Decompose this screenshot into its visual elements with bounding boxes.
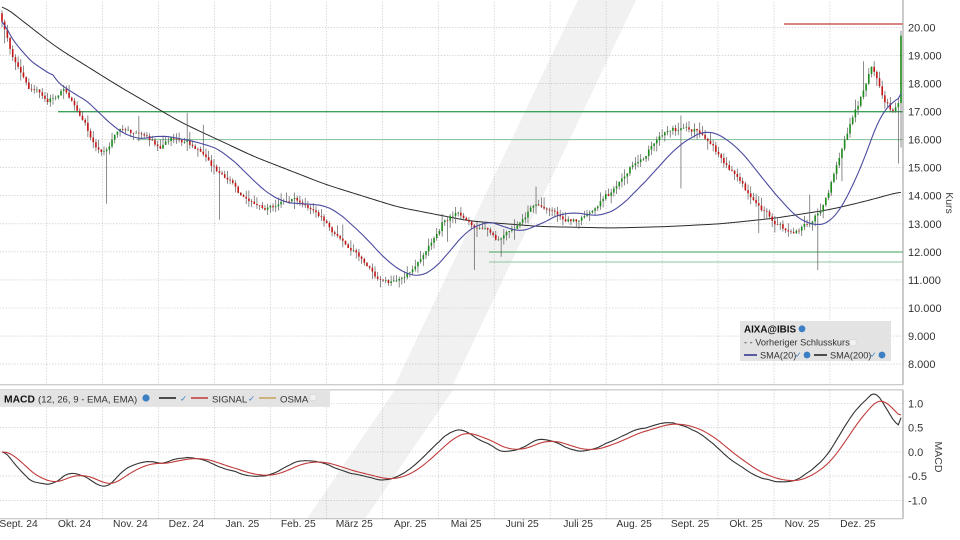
svg-text:Juni 25: Juni 25 [506, 519, 539, 530]
svg-text:13.000: 13.000 [908, 219, 942, 231]
svg-text:Okt. 24: Okt. 24 [58, 519, 91, 530]
svg-text:(12, 26, 9 - EMA, EMA): (12, 26, 9 - EMA, EMA) [38, 394, 137, 405]
svg-text:0.0: 0.0 [908, 447, 923, 459]
svg-text:✓: ✓ [795, 350, 802, 359]
svg-text:18.000: 18.000 [908, 78, 942, 90]
svg-text:Dez. 24: Dez. 24 [169, 519, 205, 530]
svg-text:-0.5: -0.5 [908, 471, 927, 483]
svg-text:8.000: 8.000 [908, 359, 936, 371]
svg-text:Sept. 24: Sept. 24 [0, 519, 38, 530]
svg-text:20.00: 20.00 [908, 22, 936, 34]
svg-text:Dez. 25: Dez. 25 [840, 519, 876, 530]
svg-text:12.000: 12.000 [908, 247, 942, 259]
svg-text:1.0: 1.0 [908, 399, 923, 411]
svg-text:März 25: März 25 [336, 519, 373, 530]
svg-text:Aug. 25: Aug. 25 [616, 519, 652, 530]
svg-text:Kurs: Kurs [943, 192, 955, 214]
svg-text:Okt. 25: Okt. 25 [729, 519, 762, 530]
svg-text:SIGNAL: SIGNAL [212, 394, 248, 405]
svg-text:MACD: MACD [4, 394, 35, 405]
svg-text:15.000: 15.000 [908, 163, 942, 175]
svg-text:Mai 25: Mai 25 [451, 519, 482, 530]
svg-text:17.000: 17.000 [908, 107, 942, 119]
svg-text:OSMA: OSMA [280, 394, 309, 405]
svg-text:11.000: 11.000 [908, 275, 941, 287]
svg-text:10.000: 10.000 [908, 303, 942, 315]
svg-text:Juli 25: Juli 25 [563, 519, 593, 530]
svg-text:16.000: 16.000 [908, 135, 942, 147]
svg-text:Apr. 25: Apr. 25 [394, 519, 427, 530]
svg-text:AIXA@IBIS: AIXA@IBIS [744, 325, 796, 336]
svg-text:✓: ✓ [870, 350, 877, 359]
svg-text:✓: ✓ [248, 393, 255, 403]
svg-text:Nov. 25: Nov. 25 [785, 519, 820, 530]
svg-text:Jan. 25: Jan. 25 [226, 519, 260, 530]
svg-text:-1.0: -1.0 [908, 495, 927, 507]
svg-text:14.000: 14.000 [908, 191, 942, 203]
svg-text:SMA(200): SMA(200) [830, 350, 871, 360]
svg-text:SMA(20): SMA(20) [760, 350, 796, 360]
svg-text:✓: ✓ [180, 393, 187, 403]
svg-text:0.5: 0.5 [908, 423, 923, 435]
svg-text:Feb. 25: Feb. 25 [281, 519, 316, 530]
svg-text:MACD: MACD [932, 442, 944, 473]
svg-text:Nov. 24: Nov. 24 [113, 519, 148, 530]
svg-text:19.000: 19.000 [908, 50, 942, 62]
svg-text:Sept. 25: Sept. 25 [671, 519, 710, 530]
svg-text:9.000: 9.000 [908, 331, 936, 343]
svg-text:- - Vorheriger Schlusskurs: - - Vorheriger Schlusskurs [744, 338, 850, 348]
